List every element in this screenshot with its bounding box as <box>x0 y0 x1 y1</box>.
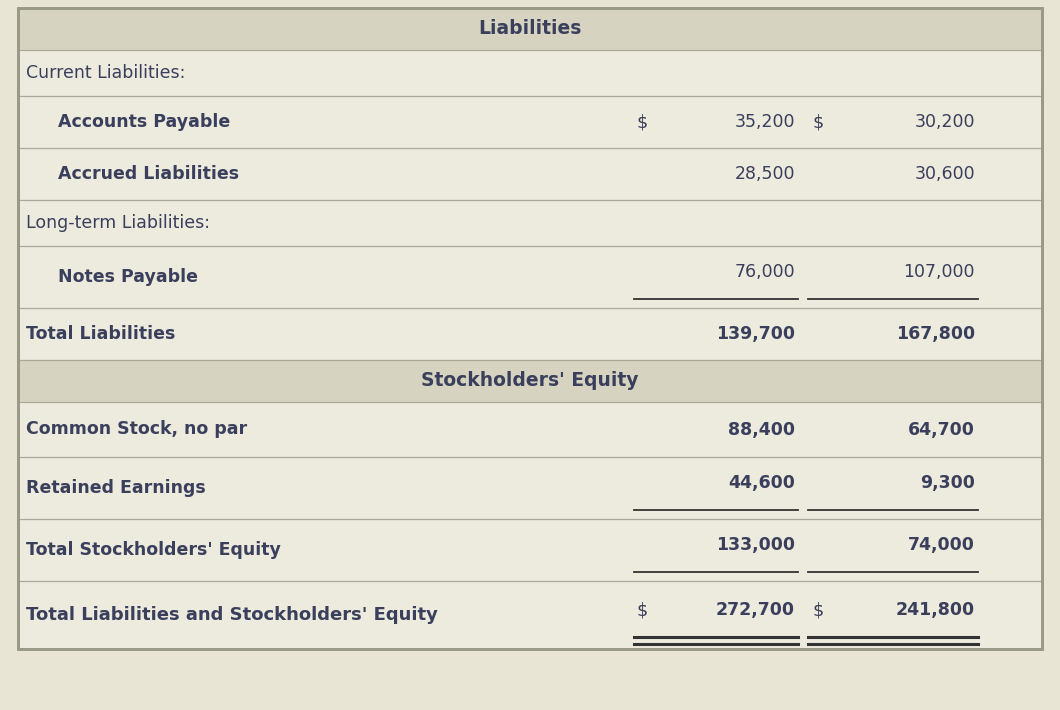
Text: 272,700: 272,700 <box>716 601 795 619</box>
Bar <box>18 402 1042 457</box>
Text: 30,600: 30,600 <box>915 165 975 183</box>
Text: Accounts Payable: Accounts Payable <box>58 113 230 131</box>
Bar <box>18 360 1042 402</box>
Text: 139,700: 139,700 <box>716 325 795 343</box>
Text: 30,200: 30,200 <box>915 113 975 131</box>
Bar <box>18 148 1042 200</box>
Bar <box>18 457 1042 519</box>
Text: Liabilities: Liabilities <box>478 19 582 38</box>
Text: Total Liabilities and Stockholders' Equity: Total Liabilities and Stockholders' Equi… <box>26 606 438 624</box>
Text: Stockholders' Equity: Stockholders' Equity <box>421 371 639 391</box>
Bar <box>18 581 1042 649</box>
Text: Long-term Liabilities:: Long-term Liabilities: <box>26 214 210 232</box>
Text: 76,000: 76,000 <box>735 263 795 281</box>
Text: 74,000: 74,000 <box>908 536 975 554</box>
Text: Notes Payable: Notes Payable <box>58 268 198 286</box>
Bar <box>18 8 1042 50</box>
Bar <box>18 308 1042 360</box>
Text: 64,700: 64,700 <box>908 420 975 439</box>
Text: 241,800: 241,800 <box>896 601 975 619</box>
Bar <box>18 96 1042 148</box>
Bar <box>18 246 1042 308</box>
Text: $: $ <box>812 113 824 131</box>
Text: 35,200: 35,200 <box>735 113 795 131</box>
Text: 9,300: 9,300 <box>920 474 975 492</box>
Text: $: $ <box>812 601 824 619</box>
Text: Accrued Liabilities: Accrued Liabilities <box>58 165 240 183</box>
Text: $: $ <box>636 601 648 619</box>
Text: 133,000: 133,000 <box>716 536 795 554</box>
Text: Retained Earnings: Retained Earnings <box>26 479 206 497</box>
Text: 28,500: 28,500 <box>735 165 795 183</box>
Text: 44,600: 44,600 <box>728 474 795 492</box>
Text: 167,800: 167,800 <box>896 325 975 343</box>
Text: 107,000: 107,000 <box>903 263 975 281</box>
Text: Total Stockholders' Equity: Total Stockholders' Equity <box>26 541 281 559</box>
Bar <box>18 200 1042 246</box>
Text: Current Liabilities:: Current Liabilities: <box>26 64 186 82</box>
Text: Total Liabilities: Total Liabilities <box>26 325 175 343</box>
Text: 88,400: 88,400 <box>728 420 795 439</box>
Text: $: $ <box>636 113 648 131</box>
Bar <box>18 519 1042 581</box>
Bar <box>18 50 1042 96</box>
Text: Common Stock, no par: Common Stock, no par <box>26 420 247 439</box>
